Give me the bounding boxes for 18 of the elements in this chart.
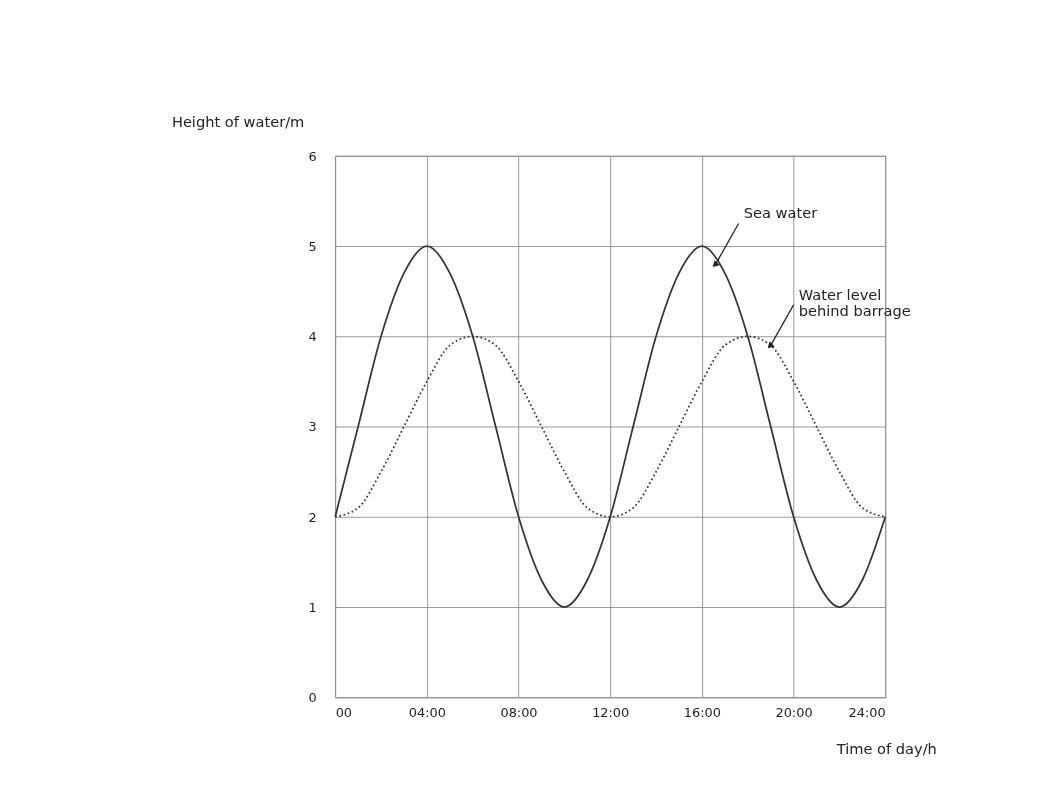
x-tick-label: 12:00 bbox=[592, 704, 630, 720]
annotation: Sea water bbox=[743, 204, 818, 222]
x-tick-label: 20:00 bbox=[775, 704, 813, 720]
y-tick-label: 5 bbox=[308, 238, 317, 254]
y-tick-label: 0 bbox=[308, 690, 317, 706]
x-tick-label: 16:00 bbox=[683, 704, 721, 720]
annotation: Water level behind barrage bbox=[798, 285, 911, 319]
y-tick-label: 4 bbox=[308, 329, 317, 345]
x-tick-label: 24:00 bbox=[848, 704, 886, 720]
x-axis-title: Time of day/h bbox=[835, 740, 937, 758]
x-tick-label: 08:00 bbox=[500, 704, 538, 720]
x-tick-label: 04:00 bbox=[408, 704, 446, 720]
y-tick-label: 2 bbox=[308, 509, 317, 525]
x-tick-label: 00 bbox=[335, 704, 353, 720]
y-tick-label: 6 bbox=[308, 148, 317, 164]
y-axis-title: Height of water/m bbox=[171, 112, 305, 130]
y-tick-label: 1 bbox=[308, 599, 317, 615]
y-tick-label: 3 bbox=[308, 419, 317, 435]
